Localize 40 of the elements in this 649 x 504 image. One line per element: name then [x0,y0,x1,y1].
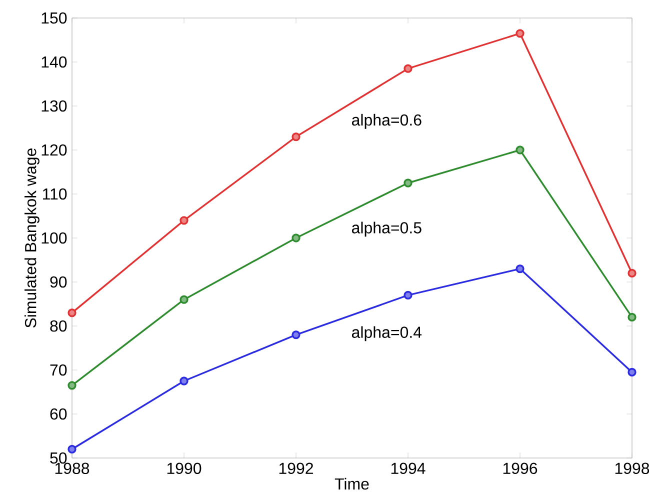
point [180,216,188,225]
x-axis-title: Time [334,478,369,490]
y-axis-title: Simulated Bangkok wage [24,148,40,328]
point [180,295,188,304]
series-label: alpha=0.4 [352,326,422,342]
x-tick-label: 1990 [167,462,202,474]
point [628,268,636,278]
series-label: alpha=0.6 [352,114,422,129]
point [292,234,300,242]
point [516,29,524,38]
y-tick-label: 100 [42,232,67,244]
y-tick-label: 60 [50,408,67,420]
y-tick-label: 50 [50,452,67,464]
point [292,132,300,142]
point [68,444,76,454]
y-tick-label: 140 [42,56,67,68]
y-tick-label: 120 [42,144,67,156]
point [628,312,636,322]
point [404,64,412,73]
y-tick-label: 150 [42,12,67,24]
y-tick-label: 70 [50,364,67,376]
point [292,330,300,340]
point [404,290,412,300]
point [180,376,188,386]
point [404,178,412,188]
x-tick-label: 1988 [55,462,90,474]
point [68,381,76,390]
x-tick-label: 1992 [279,462,313,474]
point [68,308,76,318]
y-tick-label: 130 [42,100,67,112]
point [516,146,524,154]
y-tick-label: 90 [50,276,67,288]
y-tick-label: 80 [50,320,67,332]
x-tick-label: 1994 [391,462,426,474]
series-label: alpha=0.5 [352,222,422,237]
point [628,368,636,377]
x-tick-label: 1998 [615,462,649,474]
x-tick-label: 1996 [503,462,538,474]
y-tick-label: 110 [42,188,67,200]
point [516,264,524,274]
